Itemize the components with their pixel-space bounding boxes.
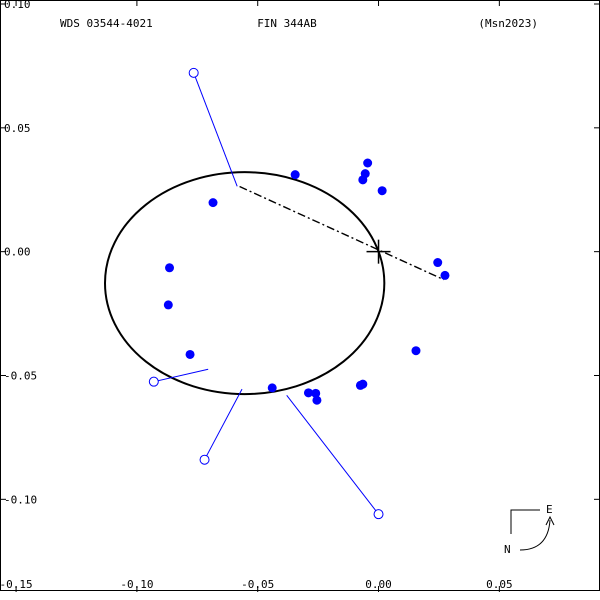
x-tick-label: 0.00 — [365, 578, 392, 591]
observation-point — [165, 263, 175, 273]
x-tick-label: 0.05 — [486, 578, 513, 591]
residual-line — [153, 368, 209, 383]
x-tick-label: -0.10 — [120, 578, 153, 591]
compass-north-label: N — [504, 543, 511, 556]
star-id-label: WDS 03544-4021 — [60, 17, 153, 30]
outlier-point — [148, 376, 159, 387]
y-tick-label: -0.10 — [4, 493, 37, 506]
y-tick-label: -0.05 — [4, 369, 37, 382]
observation-point — [185, 349, 195, 359]
line-of-nodes — [239, 185, 445, 281]
y-tick-label: 0.05 — [4, 122, 31, 135]
y-tick-label: 0.00 — [4, 246, 31, 259]
observation-point — [440, 270, 450, 280]
observation-point — [363, 158, 373, 168]
observations-layer — [148, 67, 450, 520]
pair-name-label: FIN 344AB — [257, 17, 317, 30]
outlier-point — [199, 454, 210, 465]
compass-axes — [510, 509, 540, 534]
observation-point — [208, 198, 218, 208]
observation-point — [303, 388, 313, 398]
orbit-ellipse — [104, 171, 386, 396]
observation-point — [267, 383, 277, 393]
observation-point — [358, 379, 368, 389]
observation-point — [312, 395, 322, 405]
observation-point — [433, 258, 443, 268]
reference-label: (Msn2023) — [478, 17, 538, 30]
y-tick-label: 0.10 — [4, 0, 31, 11]
compass-arrow — [519, 519, 551, 551]
residual-line — [286, 394, 379, 515]
observation-point — [163, 300, 173, 310]
compass-icon: E N — [504, 503, 555, 556]
observation-point — [411, 346, 421, 356]
observation-point — [358, 175, 368, 185]
orbit-layer — [104, 171, 445, 396]
observation-point — [311, 388, 321, 398]
residual-line — [193, 72, 238, 187]
outlier-point — [188, 67, 199, 78]
observation-point — [290, 170, 300, 180]
x-tick-label: -0.15 — [0, 578, 33, 591]
compass-east-label: E — [546, 503, 553, 516]
compass-arrowhead — [545, 515, 555, 526]
observation-point — [377, 186, 387, 196]
residual-line — [204, 388, 243, 460]
outlier-point — [373, 509, 384, 520]
x-tick-label: -0.05 — [241, 578, 274, 591]
